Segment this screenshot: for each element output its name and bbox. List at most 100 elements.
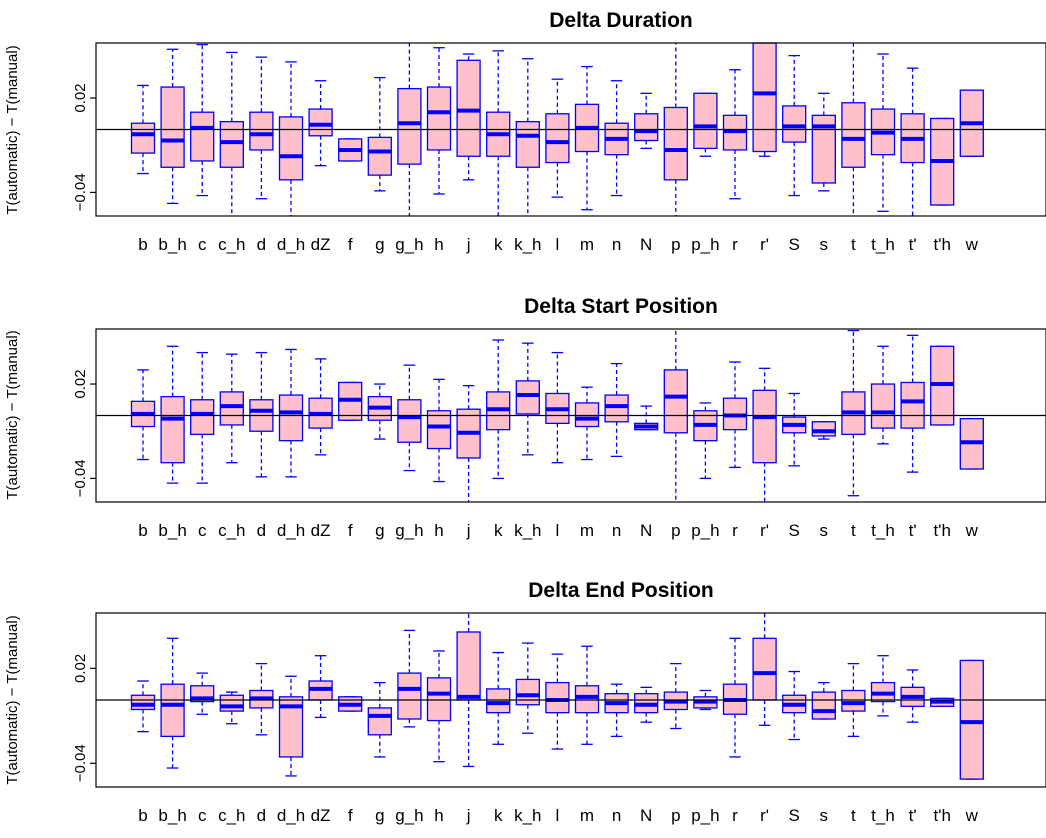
box-body: [841, 689, 866, 712]
x-tick-label: n: [612, 521, 621, 540]
box-f: [338, 138, 363, 162]
box-g: [367, 383, 392, 440]
x-tick-label: r': [760, 806, 769, 825]
x-tick-label: w: [965, 521, 979, 540]
x-tick-label: r': [760, 235, 769, 254]
box-N: [634, 405, 659, 431]
box-S: [782, 54, 807, 197]
x-tick-label: s: [820, 521, 829, 540]
box-body: [574, 402, 600, 428]
box-body: [308, 108, 333, 137]
x-tick-label: p_h: [691, 521, 719, 540]
boxes: [130, 613, 984, 780]
panel-3: Delta End Position T(automatic) − T(manua…: [4, 579, 1046, 825]
box-body: [278, 696, 304, 758]
box-body: [634, 113, 659, 142]
y-tick-label: 0.02: [72, 654, 89, 683]
box-S: [782, 670, 807, 741]
box-body: [130, 122, 156, 154]
x-tick-label: p_h: [691, 806, 719, 825]
x-tick-label: c: [198, 235, 207, 254]
box-d_h: [278, 348, 304, 478]
box-N: [634, 92, 659, 150]
x-tick-label: b_h: [158, 235, 186, 254]
x-tick-label: m: [580, 806, 594, 825]
x-tick-label: j: [466, 235, 471, 254]
x-tick-label: t: [851, 806, 856, 825]
box-dZ: [308, 80, 333, 167]
y-axis-label: T(automatic) − T(manual): [4, 330, 21, 499]
panel-title: Delta Duration: [549, 9, 693, 32]
box-l: [545, 351, 570, 464]
x-tick-label: d: [257, 235, 266, 254]
x-tick-label: t'h: [933, 521, 950, 540]
box-j: [456, 53, 481, 181]
box-dZ: [308, 358, 333, 456]
box-t: [841, 662, 866, 738]
x-tick-label: p: [671, 235, 680, 254]
x-tick-label: t'h: [933, 235, 950, 254]
box-p: [663, 329, 688, 502]
x-tick-label: k_h: [514, 235, 541, 254]
box-c: [190, 351, 215, 484]
x-tick-label: p: [671, 806, 680, 825]
box-body: [515, 380, 540, 415]
x-tick-label: k: [494, 806, 503, 825]
box-t': [900, 334, 925, 473]
y-tick-label: −0.04: [72, 459, 89, 497]
x-tick-label: c: [198, 806, 207, 825]
box-c: [190, 43, 215, 197]
plot-frame: [95, 612, 1046, 788]
x-tick-label: t': [909, 235, 917, 254]
box-body: [249, 111, 274, 151]
box-body: [604, 394, 629, 423]
x-tick-label: s: [820, 235, 829, 254]
box-p: [663, 662, 688, 730]
box-w: [959, 659, 984, 780]
box-body: [367, 707, 392, 736]
box-r: [722, 361, 748, 469]
x-tick-label: b_h: [158, 521, 186, 540]
x-tick-label: h: [434, 235, 443, 254]
x-tick-label: f: [348, 521, 353, 540]
box-b_h: [160, 48, 185, 205]
box-body: [278, 394, 304, 442]
box-r': [752, 367, 777, 502]
box-h: [426, 650, 452, 763]
x-tick-label: t_h: [871, 235, 895, 254]
boxes: [130, 329, 984, 502]
box-r: [722, 69, 748, 200]
box-body: [545, 681, 570, 714]
box-body: [426, 86, 452, 151]
x-tick-label: f: [348, 806, 353, 825]
box-g_h: [397, 629, 422, 728]
x-tick-label: r': [760, 521, 769, 540]
box-b: [130, 369, 156, 461]
x-tick-label: S: [789, 235, 800, 254]
box-p_h: [693, 92, 718, 157]
box-body: [693, 92, 718, 150]
x-tick-label: l: [556, 235, 560, 254]
box-body: [456, 631, 481, 701]
x-tick-label: d: [257, 521, 266, 540]
box-body: [870, 383, 896, 429]
x-tick-label: t': [909, 521, 917, 540]
box-body: [278, 116, 304, 181]
box-body: [574, 685, 600, 714]
box-s: [811, 92, 836, 192]
x-tick-label: g_h: [395, 521, 423, 540]
x-tick-label: S: [789, 521, 800, 540]
x-tick-label: d: [257, 806, 266, 825]
box-d_h: [278, 61, 304, 216]
box-p_h: [693, 689, 718, 711]
x-tick-label: h: [434, 806, 443, 825]
box-body: [426, 677, 452, 722]
box-d: [249, 56, 274, 200]
box-body: [663, 106, 688, 181]
x-tick-label: N: [640, 806, 652, 825]
x-tick-label: k: [494, 521, 503, 540]
x-tick-label: n: [612, 806, 621, 825]
x-tick-label: k_h: [514, 521, 541, 540]
box-j: [456, 613, 481, 768]
box-b_h: [160, 345, 185, 484]
